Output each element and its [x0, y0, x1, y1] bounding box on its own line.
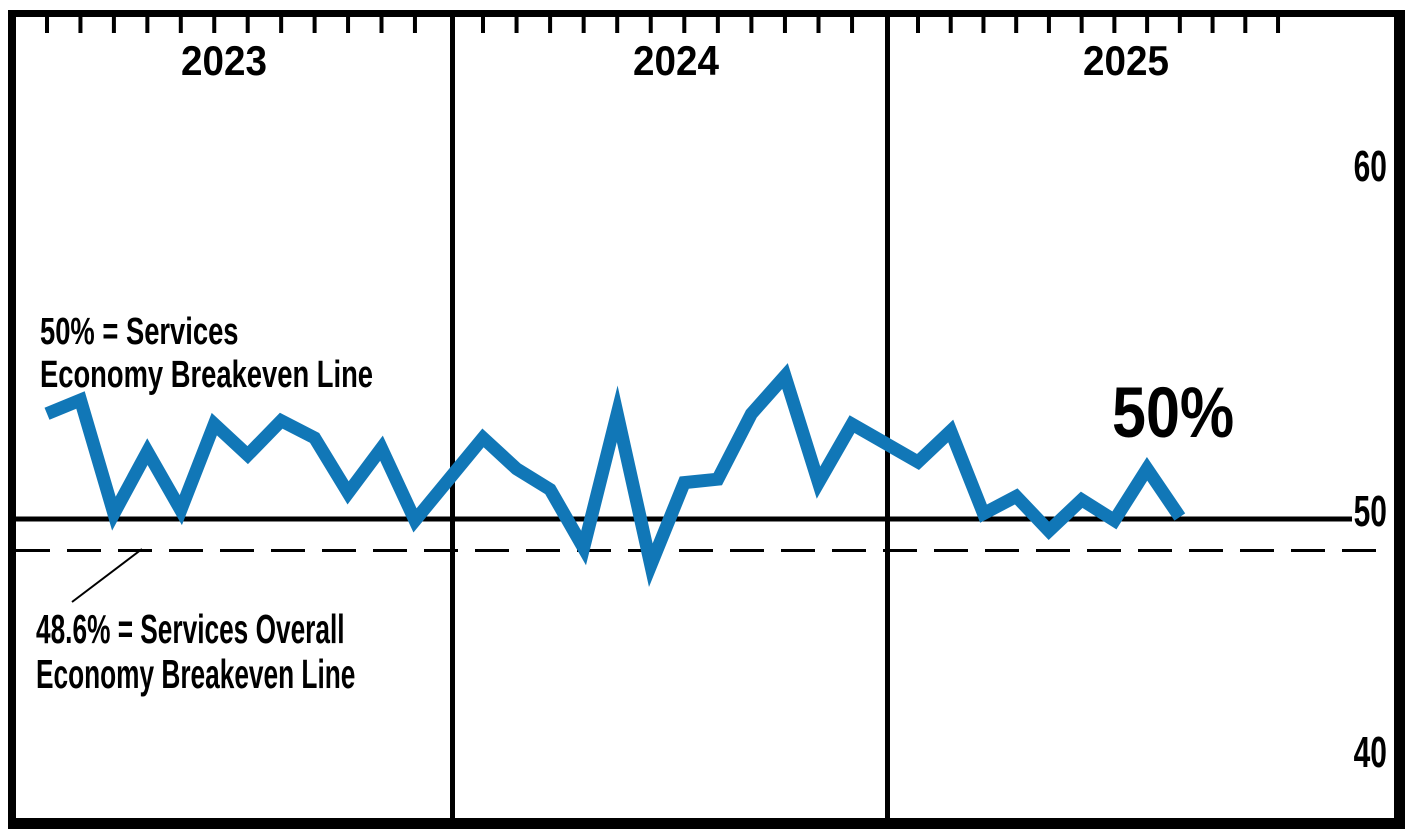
chart-frame [8, 10, 1405, 829]
annotation-services-breakeven: 50% = Services Economy Breakeven Line [40, 311, 374, 396]
year-label-2025: 2025 [1083, 37, 1169, 84]
year-label-2023: 2023 [181, 37, 267, 84]
pmi-line [44, 363, 1186, 587]
y-axis-label-60: 60 [1353, 142, 1387, 191]
annotation-overall-breakeven: 48.6% = Services Overall Economy Breakev… [36, 606, 356, 697]
y-axis-label-40: 40 [1353, 728, 1387, 777]
annotation-pointer-line [71, 548, 143, 603]
year-label-2024: 2024 [633, 37, 719, 84]
latest-value-label: 50% [1112, 374, 1235, 453]
y-axis-label-50: 50 [1353, 487, 1387, 536]
